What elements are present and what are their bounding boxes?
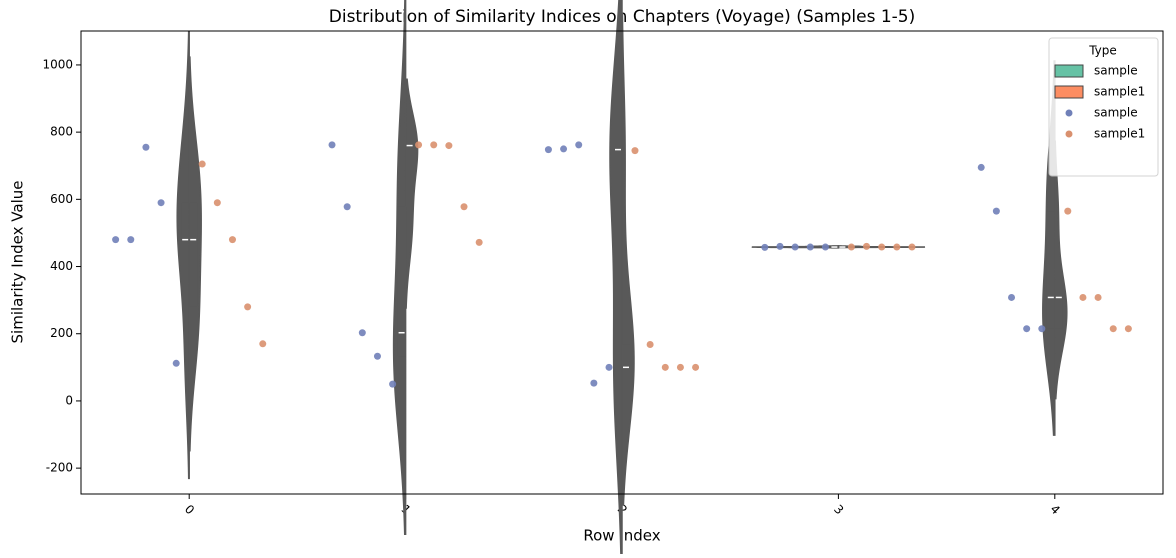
box — [181, 202, 190, 240]
box — [189, 202, 198, 307]
strip-point — [213, 199, 221, 207]
strip-point — [172, 359, 180, 367]
strip-point — [430, 141, 438, 149]
violin-half — [176, 31, 190, 480]
strip-point — [1094, 293, 1102, 301]
strip-point — [373, 352, 381, 360]
strip-point — [791, 243, 799, 251]
strip-point — [244, 303, 252, 311]
strip-point — [157, 199, 165, 207]
strip-point — [460, 203, 468, 211]
box — [1046, 211, 1055, 329]
strip-point — [847, 243, 855, 251]
strip-point — [908, 243, 916, 251]
violin-half — [621, 12, 635, 506]
strip-point — [1124, 325, 1132, 333]
strip-point — [1064, 207, 1072, 215]
strip-point — [142, 143, 150, 151]
legend-dot — [1065, 130, 1073, 138]
legend-patch — [1054, 64, 1084, 78]
strip-point — [977, 163, 985, 171]
strip-point — [1023, 325, 1031, 333]
strip-point — [631, 147, 639, 155]
strip-point — [127, 236, 135, 244]
strip-point — [445, 142, 453, 150]
legend-label: sample1 — [1094, 127, 1145, 141]
strip-point — [259, 340, 267, 348]
strip-point — [661, 363, 669, 371]
legend-dot — [1065, 109, 1073, 117]
strip-point — [646, 340, 654, 348]
strip-point — [228, 236, 236, 244]
strip-point — [992, 207, 1000, 215]
strip-point — [575, 141, 583, 149]
strip-point — [692, 363, 700, 371]
legend-label: sample1 — [1094, 85, 1145, 99]
legend-label: sample — [1094, 64, 1138, 78]
y-tick-label: 1000 — [42, 57, 73, 71]
legend-title: Type — [1088, 44, 1117, 58]
strip-point — [358, 329, 366, 337]
legend-patch — [1054, 85, 1084, 99]
strip-point — [821, 243, 829, 251]
box — [622, 344, 630, 368]
box — [405, 144, 414, 207]
strip-point — [544, 146, 552, 154]
strip-point — [112, 236, 120, 244]
y-tick-label: 400 — [50, 259, 73, 273]
x-tick-label: 3 — [831, 502, 846, 517]
strip-point — [1109, 325, 1117, 333]
strip-point — [605, 363, 613, 371]
strip-point — [1079, 293, 1087, 301]
strip-point — [776, 242, 784, 250]
strip-point — [1038, 325, 1046, 333]
x-tick-label: 4 — [1048, 502, 1063, 517]
box — [397, 206, 406, 357]
strip-point — [761, 243, 769, 251]
strip-point — [475, 238, 483, 246]
strip-point — [863, 242, 871, 250]
y-tick-label: 800 — [50, 125, 73, 139]
y-tick-label: -200 — [46, 461, 73, 475]
strip-point — [676, 363, 684, 371]
strip-point — [590, 379, 598, 387]
strip-point — [343, 203, 351, 211]
legend-label: sample — [1094, 106, 1138, 120]
y-tick-label: 600 — [50, 192, 73, 206]
strip-point — [560, 145, 568, 153]
strip-point — [1008, 293, 1016, 301]
plot-frame — [80, 30, 1164, 495]
strip-point — [198, 160, 206, 168]
violin-half — [1054, 140, 1068, 400]
box — [1054, 297, 1063, 329]
y-tick-label: 0 — [65, 393, 73, 407]
strip-point — [878, 243, 886, 251]
strip-point — [893, 243, 901, 251]
y-axis-label: Similarity Index Value — [9, 181, 27, 344]
strip-point — [328, 141, 336, 149]
box — [614, 148, 622, 368]
strip-point — [806, 243, 814, 251]
y-tick-label: 200 — [50, 326, 73, 340]
strip-point — [389, 380, 397, 388]
strip-point — [415, 141, 423, 149]
x-tick-label: 0 — [182, 502, 197, 517]
